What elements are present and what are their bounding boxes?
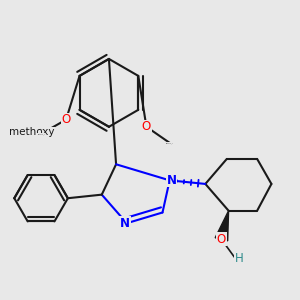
Text: methoxy: methoxy: [9, 127, 55, 137]
Text: methoxy_l: methoxy_l: [38, 133, 45, 135]
Text: O: O: [217, 233, 226, 246]
Polygon shape: [215, 211, 229, 241]
Text: N: N: [120, 217, 130, 230]
Text: N: N: [167, 174, 176, 187]
Text: O: O: [61, 113, 71, 126]
Text: methoxy_r: methoxy_r: [166, 142, 173, 144]
Text: O: O: [142, 120, 151, 133]
Text: H: H: [235, 252, 244, 266]
Text: methoxy: methoxy: [39, 129, 45, 130]
